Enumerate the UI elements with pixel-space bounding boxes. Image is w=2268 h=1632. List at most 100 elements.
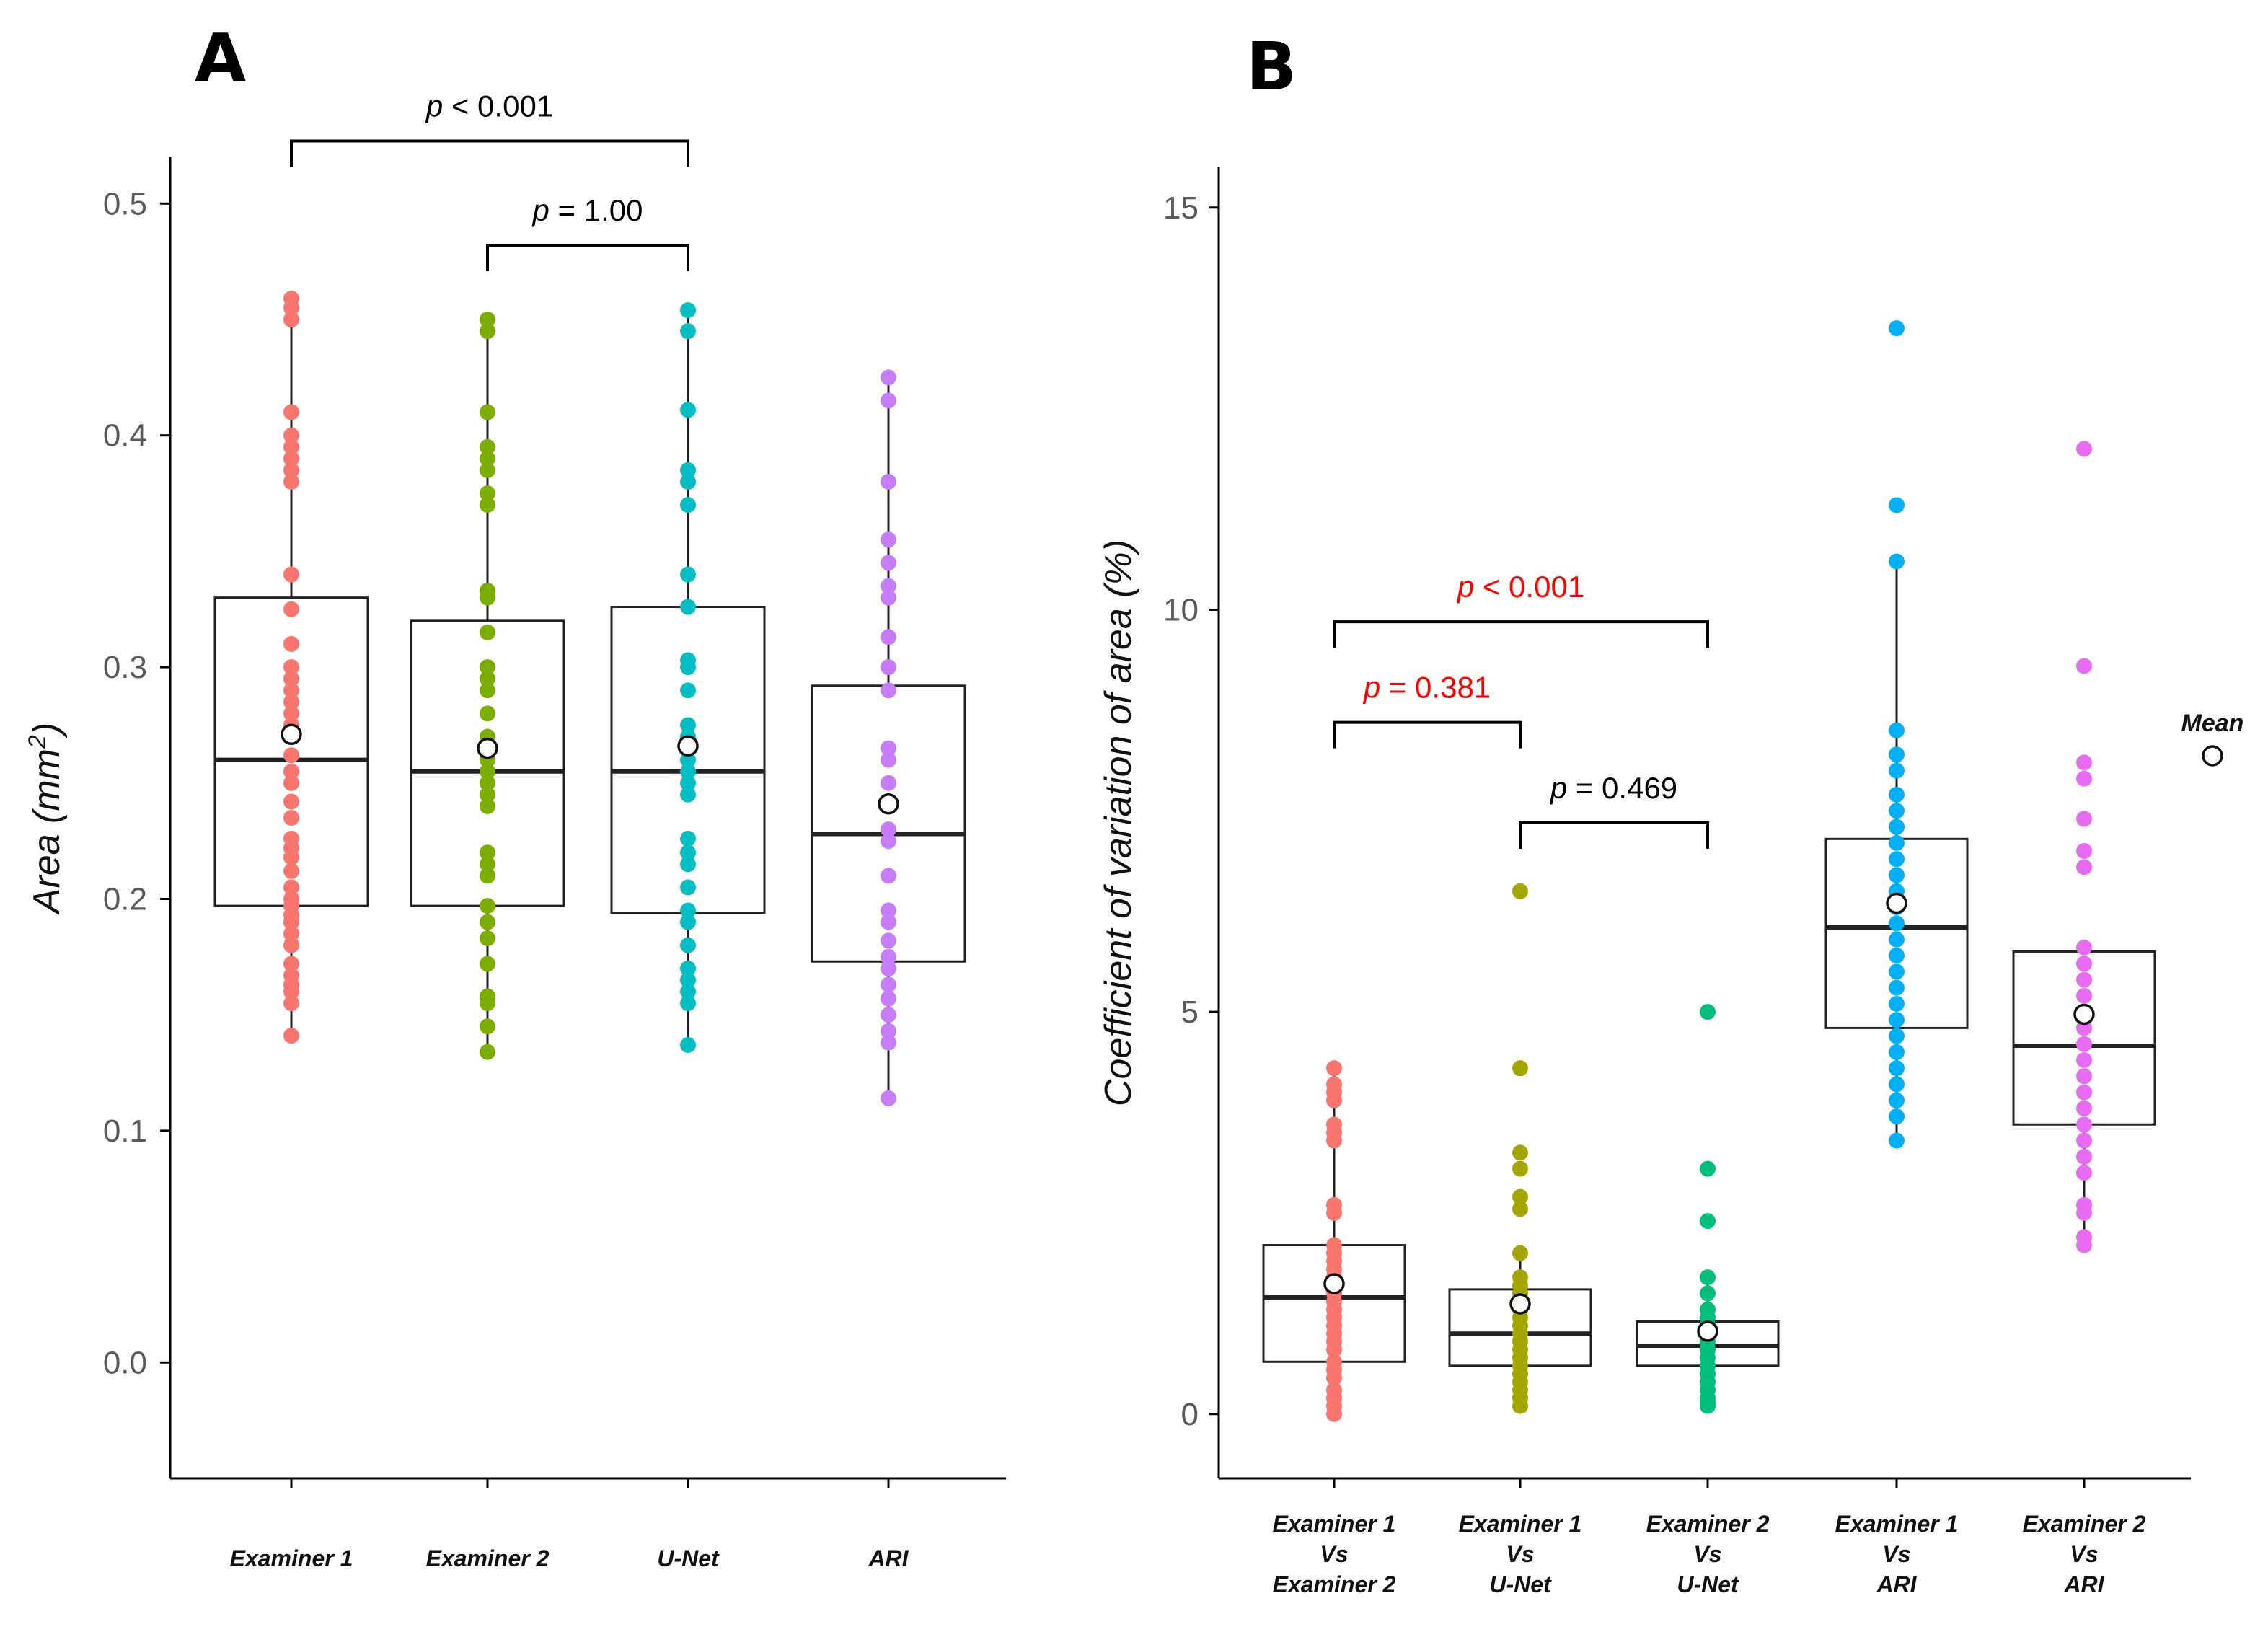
panel-a-data-point [480, 311, 495, 327]
panel-b-x-tick-label: Vs [2070, 1541, 2098, 1567]
panel-b-significance-bracket: p = 0.469 [1519, 771, 1709, 849]
panel-b-x-tick-label: Vs [1882, 1541, 1910, 1567]
panel-b-data-point [2076, 1196, 2092, 1213]
panel-b-data-point [2076, 1132, 2092, 1149]
panel-a-data-point [881, 369, 896, 386]
panel-b-legend-mean-marker [2202, 745, 2223, 767]
panel-a-data-point [881, 1034, 896, 1051]
panel-b-data-point [1512, 1245, 1528, 1261]
panel-a-data-point [881, 751, 896, 768]
panel-b-data-point [1889, 995, 1905, 1012]
panel-a-data-point [680, 497, 696, 513]
panel-a-x-tick-label: Examiner 1 [230, 1545, 353, 1571]
panel-b-data-point [1889, 963, 1905, 980]
panel-a-data-point [480, 956, 495, 972]
panel-a-x-tick-label: U-Net [657, 1545, 720, 1571]
panel-a-data-point [881, 740, 896, 757]
panel-a-data-point [283, 473, 299, 490]
panel-a-y-tick-label: 0.2 [103, 881, 147, 917]
panel-b-data-point [1889, 1108, 1905, 1125]
panel-b-x-tick-label: ARI [2063, 1571, 2104, 1597]
panel-a-data-point [480, 786, 495, 803]
panel-a-data-point [283, 891, 299, 907]
panel-a-data-point [480, 856, 495, 873]
panel-a-data-point [881, 868, 896, 884]
panel-b-data-point [1889, 948, 1905, 964]
panel-b-data-point [1889, 979, 1905, 996]
panel-a-data-point [881, 555, 896, 571]
panel-b-x-tick-label: Examiner 2 [1273, 1571, 1396, 1597]
panel-a-letter: A [195, 19, 246, 97]
panel-a-data-point [680, 402, 696, 418]
panel-a-data-point [480, 497, 495, 513]
panel-a-mean-marker [677, 735, 699, 757]
panel-b-x-tick-label: Examiner 2 [1646, 1511, 1770, 1537]
panel-b-data-point [1512, 1060, 1528, 1077]
panel-a-data-point [680, 786, 696, 803]
panel-a-data-point [480, 988, 495, 1005]
panel-b-p-value-label: p = 0.381 [1362, 671, 1491, 705]
panel-b-data-point [2076, 987, 2092, 1004]
panel-a-data-point [881, 948, 896, 965]
panel-b-p-value-text: = 0.469 [1567, 771, 1677, 805]
panel-a-data-point [881, 960, 896, 976]
panel-a-data-point [680, 566, 696, 583]
panel-a-x-tick-label: Examiner 2 [426, 1545, 550, 1571]
panel-a-data-point [881, 1007, 896, 1023]
panel-a-mean-marker [281, 723, 302, 746]
panel-a-data-point [480, 659, 495, 676]
panel-b-data-point [1700, 1160, 1716, 1177]
panel-a-p-value-label: p = 1.00 [531, 193, 643, 227]
panel-a-x-tick-label: ARI [868, 1545, 909, 1571]
panel-a-significance-bracket: p < 0.001 [290, 89, 689, 167]
panel-a-bracket-line [486, 244, 689, 272]
panel-a-significance-bracket: p = 1.00 [486, 193, 689, 272]
panel-a-data-point [480, 798, 495, 814]
panel-b-data-point [1326, 1116, 1342, 1133]
panel-a-data-point [283, 694, 299, 710]
panel-b-legend: Mean [2181, 710, 2243, 767]
panel-a-category-1: Examiner 1 [213, 291, 369, 1571]
panel-b-p-value-label: p < 0.001 [1456, 570, 1584, 604]
panel-b-p-value-text: = 0.381 [1380, 671, 1491, 705]
panel-b-y-tick-label: 5 [1181, 994, 1199, 1030]
panel-a-data-point [881, 392, 896, 409]
panel-b-data-point [2076, 770, 2092, 787]
panel-a-data-point [283, 925, 299, 942]
panel-a-data-point [680, 914, 696, 930]
panel-a-data-point [283, 566, 299, 583]
panel-a-data-point [480, 671, 495, 687]
panel-a-data-point [283, 671, 299, 687]
panel-b-mean-marker [1509, 1293, 1531, 1315]
panel-b-data-point [2076, 1148, 2092, 1165]
panel-b-significance-bracket: p < 0.001 [1333, 570, 1709, 648]
panel-b-x-tick-label: Examiner 1 [1835, 1511, 1959, 1537]
panel-b-x-tick-label: Examiner 2 [2023, 1511, 2146, 1537]
panel-b-data-point [2076, 658, 2092, 674]
panel-a-data-point [881, 682, 896, 699]
panel-b-data-point [1326, 1237, 1342, 1253]
panel-b-x-tick-label: Examiner 1 [1459, 1511, 1582, 1537]
panel-b-p-symbol: p [1362, 671, 1380, 705]
panel-a-data-point [680, 984, 696, 1000]
panel-b-data-point [1889, 819, 1905, 835]
panel-a-data-point [881, 833, 896, 850]
panel-a-data-point [680, 599, 696, 615]
panel-a-data-point [881, 473, 896, 490]
panel-b-x-tick-label: Vs [1320, 1541, 1348, 1567]
panel-b-data-point [1889, 1012, 1905, 1028]
panel-b-data-point [2076, 1068, 2092, 1085]
panel-a-data-point [283, 291, 299, 307]
panel-a-bracket-line [290, 139, 689, 167]
panel-a-data-point [283, 311, 299, 327]
panel-a-data-point [680, 462, 696, 478]
panel-a-data-point [480, 914, 495, 930]
panel-a-y-axis-label-main: Area (mm [26, 749, 68, 915]
panel-b-data-point [1326, 1196, 1342, 1213]
panel-a-data-point [480, 404, 495, 420]
panel-a-data-point [480, 868, 495, 884]
panel-b-data-point [2076, 971, 2092, 988]
panel-b-data-point [1512, 1144, 1528, 1161]
panel-b-mean-marker [1323, 1273, 1345, 1294]
panel-a-category-4: ARI [811, 369, 966, 1571]
